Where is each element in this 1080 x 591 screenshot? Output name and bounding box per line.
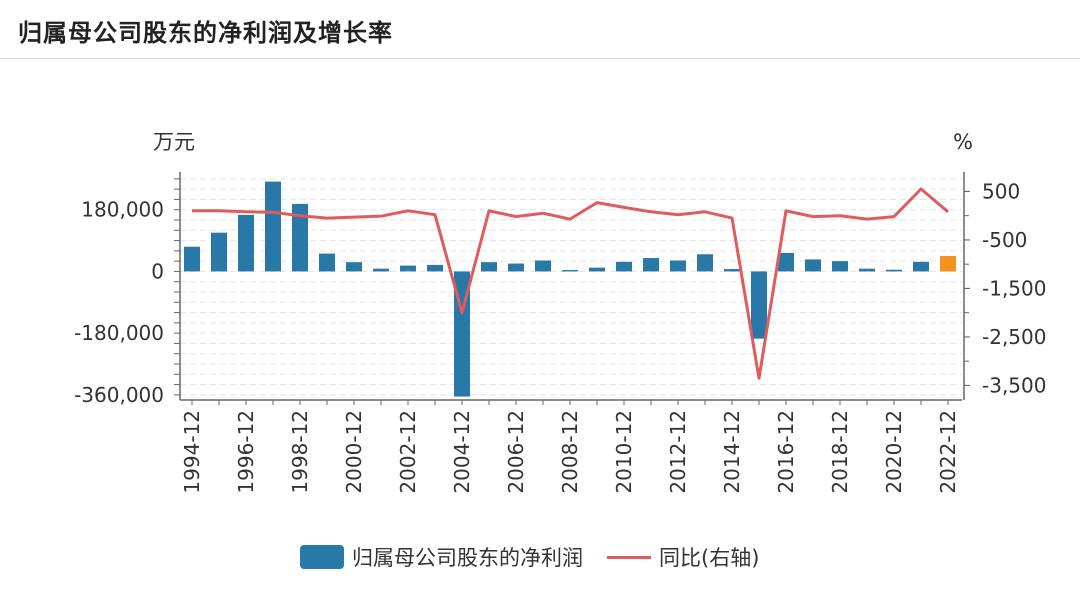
grid [180, 178, 962, 396]
x-tick-label: 2014-12 [720, 410, 744, 494]
right-tick-label: -500 [982, 228, 1027, 252]
bar-1996-12 [238, 214, 254, 272]
legend-bar-swatch [300, 545, 344, 569]
bar-1994-12 [184, 246, 200, 272]
legend-item-yoy[interactable]: 同比(右轴) [607, 542, 759, 572]
left-tick-label: 180,000 [81, 198, 164, 222]
bar-1997-12 [265, 181, 281, 272]
bar-2017-12 [805, 259, 821, 272]
bar-2010-12 [616, 261, 632, 272]
bar-2019-12 [859, 268, 875, 272]
x-tick-label: 2016-12 [774, 410, 798, 494]
bar-2000-12 [346, 262, 362, 272]
bar-2008-12 [562, 270, 578, 272]
x-tick-label: 2012-12 [666, 410, 690, 494]
bars [184, 181, 956, 397]
axes: 180,000 0 -180,000 -360,000 500 -500 -1,500 -2,… [74, 172, 1046, 494]
right-tick-label: -2,500 [982, 325, 1046, 349]
right-axis-unit: % [953, 130, 973, 154]
bar-2022-12 [940, 256, 956, 272]
x-tick-label: 2006-12 [504, 410, 528, 494]
bar-1998-12 [292, 203, 308, 272]
bar-2003-12 [427, 264, 443, 272]
bar-2012-12 [670, 260, 686, 272]
bar-2014-12 [724, 269, 740, 272]
chart-title: 归属母公司股东的净利润及增长率 [18, 19, 393, 47]
bar-2005-12 [481, 262, 497, 272]
bar-2002-12 [400, 265, 416, 272]
bar-2018-12 [832, 261, 848, 272]
x-tick-label: 2008-12 [558, 410, 582, 494]
bar-2021-12 [913, 261, 929, 272]
x-tick-label: 2002-12 [396, 410, 420, 494]
x-tick-label: 2018-12 [828, 410, 852, 494]
x-tick-label: 2004-12 [450, 410, 474, 494]
bar-2007-12 [535, 260, 551, 272]
left-tick-label: -360,000 [74, 383, 164, 407]
legend-item-net-profit[interactable]: 归属母公司股东的净利润 [300, 542, 583, 572]
bar-2015-12 [751, 271, 767, 339]
legend: 归属母公司股东的净利润 同比(右轴) [300, 540, 783, 574]
legend-label-net-profit: 归属母公司股东的净利润 [352, 546, 583, 570]
left-axis-unit: 万元 [153, 130, 195, 154]
x-tick-label: 2000-12 [342, 410, 366, 494]
bar-2001-12 [373, 268, 389, 272]
bar-2013-12 [697, 254, 713, 272]
yoy-line [192, 187, 949, 380]
left-tick-label: 0 [151, 259, 164, 283]
x-tick-label: 1996-12 [234, 410, 258, 494]
line-series [192, 187, 949, 380]
left-tick-label: -180,000 [74, 321, 164, 345]
right-tick-label: -1,500 [982, 276, 1046, 300]
chart-svg: 180,000 0 -180,000 -360,000 500 -500 -1,500 -2,… [74, 130, 1046, 494]
right-tick-label: 500 [982, 179, 1020, 203]
x-tick-label: 1998-12 [288, 410, 312, 494]
header: 归属母公司股东的净利润及增长率 [0, 0, 1080, 59]
legend-label-yoy: 同比(右轴) [659, 546, 760, 570]
x-tick-label: 2010-12 [612, 410, 636, 494]
bar-1995-12 [211, 232, 227, 272]
x-tick-label: 2022-12 [936, 410, 960, 494]
bar-2006-12 [508, 263, 524, 272]
legend-line-swatch [607, 555, 651, 559]
right-tick-label: -3,500 [982, 373, 1046, 397]
bar-1999-12 [319, 253, 335, 272]
bar-2020-12 [886, 269, 902, 272]
bar-2016-12 [778, 252, 794, 272]
x-tick-label: 2020-12 [882, 410, 906, 494]
bar-2011-12 [643, 258, 659, 272]
x-tick-label: 1994-12 [180, 410, 204, 494]
bar-2009-12 [589, 267, 605, 272]
